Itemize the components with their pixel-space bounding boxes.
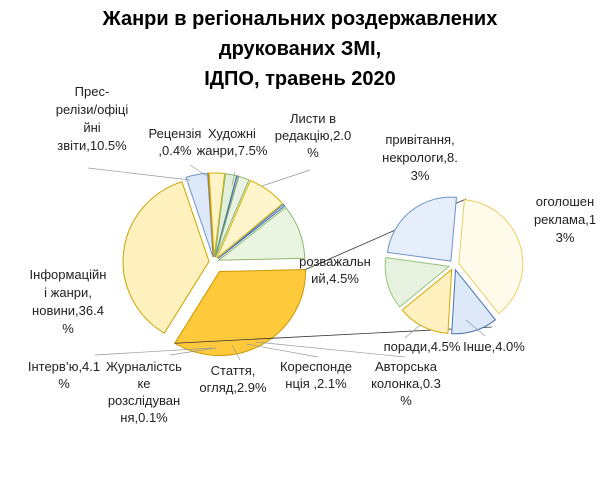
slice-label-журналістське-розслідування: Журналістсь ке розслідуван ня,0.1% (106, 359, 182, 425)
slice-label-кореспонденція: Кореспонде нція ,2.1% (280, 359, 352, 391)
pie-slice-привітання-некрологи (386, 196, 458, 262)
slice-label-інформаційні-жанри-новини: Інформаційн і жанри, новини,36.4% (30, 267, 107, 336)
slice-label-оголошення-реклама: оголошен реклама,1 3% (534, 194, 596, 245)
pie-slice-інше (451, 268, 497, 335)
leader-line-стаття-огляд (231, 344, 241, 361)
pie-slice-оголошення-реклама (458, 199, 524, 315)
pie-slice-інтерв-ю (185, 172, 214, 258)
slice-label-рецензія: Рецензія ,0.4% (149, 126, 202, 158)
leader-line-інше (465, 319, 486, 337)
pie-slice-художні-жанри (216, 179, 284, 259)
pie-slice-стаття-огляд (208, 172, 226, 258)
leader-line-інтерв-ю (94, 347, 213, 356)
leader-line-авторська-колонка (255, 341, 406, 358)
slice-label-поради: поради,4.5% (384, 339, 461, 354)
leader-line-кореспонденція (245, 343, 319, 358)
leader-line-художні-жанри (231, 171, 236, 186)
pie-slice-листи-в-редакцію (215, 175, 250, 258)
pie-slice-рецензія (217, 203, 286, 260)
slice-label-художні-жанри: Художні жанри,7.5% (197, 126, 268, 158)
slice-label-розважальний: розважальн ий,4.5% (299, 254, 371, 286)
pie-slice-розважальний (384, 257, 451, 308)
pie-slice-прес-релізи-офіційні-звіти (217, 206, 306, 261)
slice-label-листи-в-редакцію: Листи в редакцію,2.0% (275, 111, 351, 160)
slice-label-авторська-колонка: Авторська колонка,0.3% (371, 359, 441, 408)
chart-title: Жанри в регіональних роздержавлених друк… (102, 8, 498, 90)
slice-label-стаття-огляд: Стаття, огляд,2.9% (199, 363, 267, 395)
leader-line-рецензія (189, 164, 211, 179)
leader-line-поради (404, 324, 421, 339)
slice-label-інтерв-ю: Інтерв’ю,4.1% (28, 359, 100, 391)
slice-label-інше: Інше,4.0% (463, 339, 525, 354)
leader-line-листи-в-редакцію (261, 169, 311, 187)
slice-label-привітання-некрологи: привітання, некрологи,8. 3% (382, 132, 458, 183)
slice-label-прес-релізи-офіційні-звіти: Прес-релізи/офіці йні звіти,10.5% (56, 84, 129, 153)
pie-slice-поради (401, 268, 453, 334)
leader-line-прес-релізи-офіційні-звіти (87, 167, 191, 181)
leader-line-журналістське-розслідування (169, 347, 217, 356)
pie-slice-інформаційні-жанри-новини (122, 181, 210, 334)
